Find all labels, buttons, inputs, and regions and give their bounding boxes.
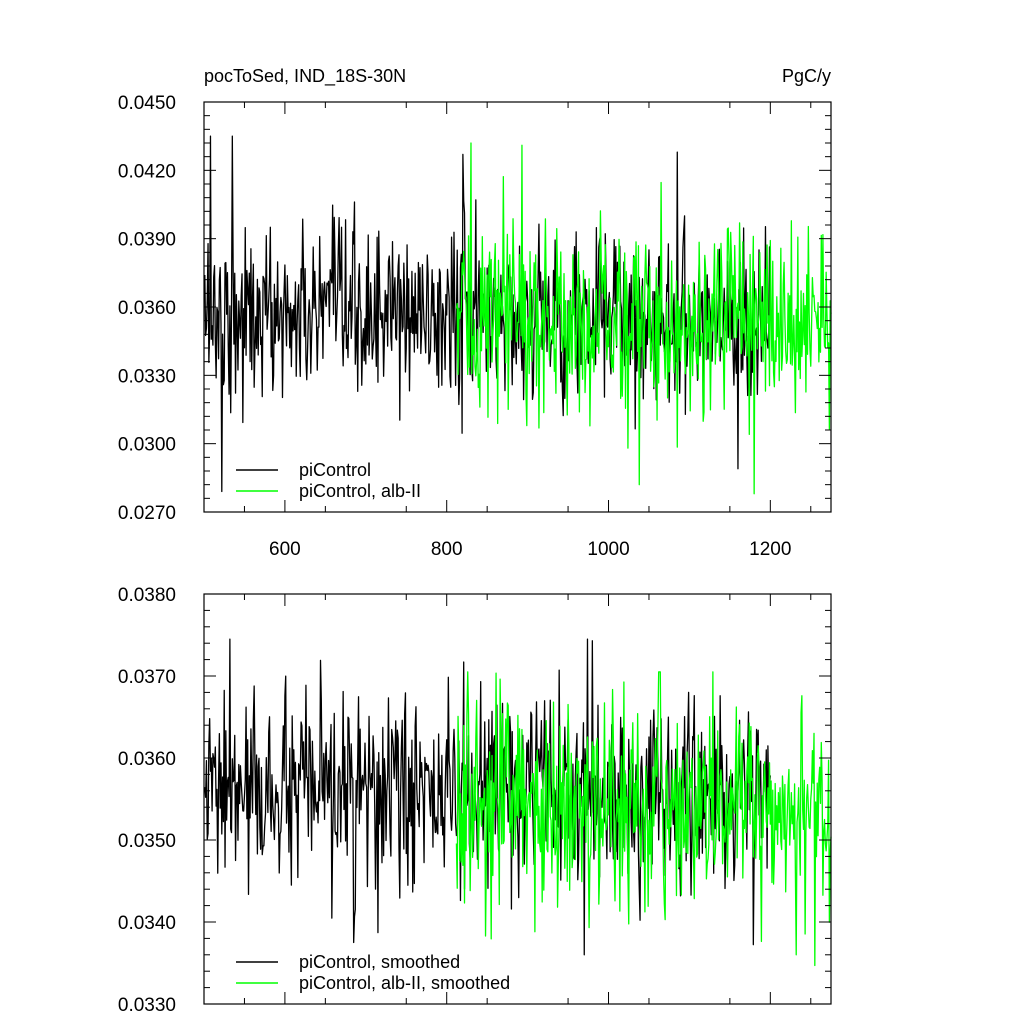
bottom-plot-frame [203, 593, 832, 1005]
top-series-line-alb-ii [455, 142, 832, 495]
top-legend-label-picontrol: piControl [299, 460, 371, 480]
top-y-tick-label: 0.0390 [118, 230, 176, 251]
bottom-series-group [204, 638, 832, 967]
top-y-tick-label: 0.0450 [118, 93, 176, 114]
bottom-legend-label-alb-ii-smoothed: piControl, alb-II, smoothed [299, 973, 510, 993]
top-series-group [204, 135, 832, 495]
bottom-y-tick-label: 0.0380 [118, 585, 176, 606]
bottom-axes: 0.0330 0.0340 0.0350 0.0360 0.0370 0.0380 [118, 585, 831, 1016]
bottom-legend: piControl, smoothed piControl, alb-II, s… [236, 952, 510, 993]
top-legend: piControl piControl, alb-II [236, 460, 421, 501]
top-x-tick-label: 1200 [749, 539, 791, 560]
top-x-tick-label: 800 [431, 539, 463, 560]
bottom-y-tick-label: 0.0360 [118, 749, 176, 770]
top-y-tick-label: 0.0270 [118, 503, 176, 524]
bottom-y-tick-label: 0.0370 [118, 667, 176, 688]
bottom-y-tick-label: 0.0340 [118, 913, 176, 934]
bottom-series-line-picontrol [204, 638, 771, 956]
bottom-y-tick-label: 0.0350 [118, 831, 176, 852]
top-y-tick-label: 0.0420 [118, 161, 176, 182]
bottom-y-tick-label: 0.0330 [118, 995, 176, 1016]
top-panel: pocToSed, IND_18S-30N PgC/y 0.0270 0.0300… [118, 66, 832, 560]
top-y-tick-label: 0.0300 [118, 435, 176, 456]
bottom-series-line-alb-ii [455, 671, 832, 967]
top-x-tick-label: 600 [269, 539, 301, 560]
top-panel-units: PgC/y [782, 66, 831, 86]
bottom-panel: 0.0330 0.0340 0.0350 0.0360 0.0370 0.0380 piC… [118, 585, 832, 1016]
top-legend-label-alb-ii: piControl, alb-II [299, 481, 421, 501]
top-y-tick-label: 0.0330 [118, 366, 176, 387]
top-panel-title: pocToSed, IND_18S-30N [204, 66, 406, 87]
top-x-tick-label: 1000 [587, 539, 629, 560]
top-y-tick-label: 0.0360 [118, 298, 176, 319]
bottom-legend-label-smoothed: piControl, smoothed [299, 952, 460, 972]
top-axes: 0.0270 0.0300 0.0330 0.0360 0.0390 0.0420 0.04… [118, 93, 831, 560]
